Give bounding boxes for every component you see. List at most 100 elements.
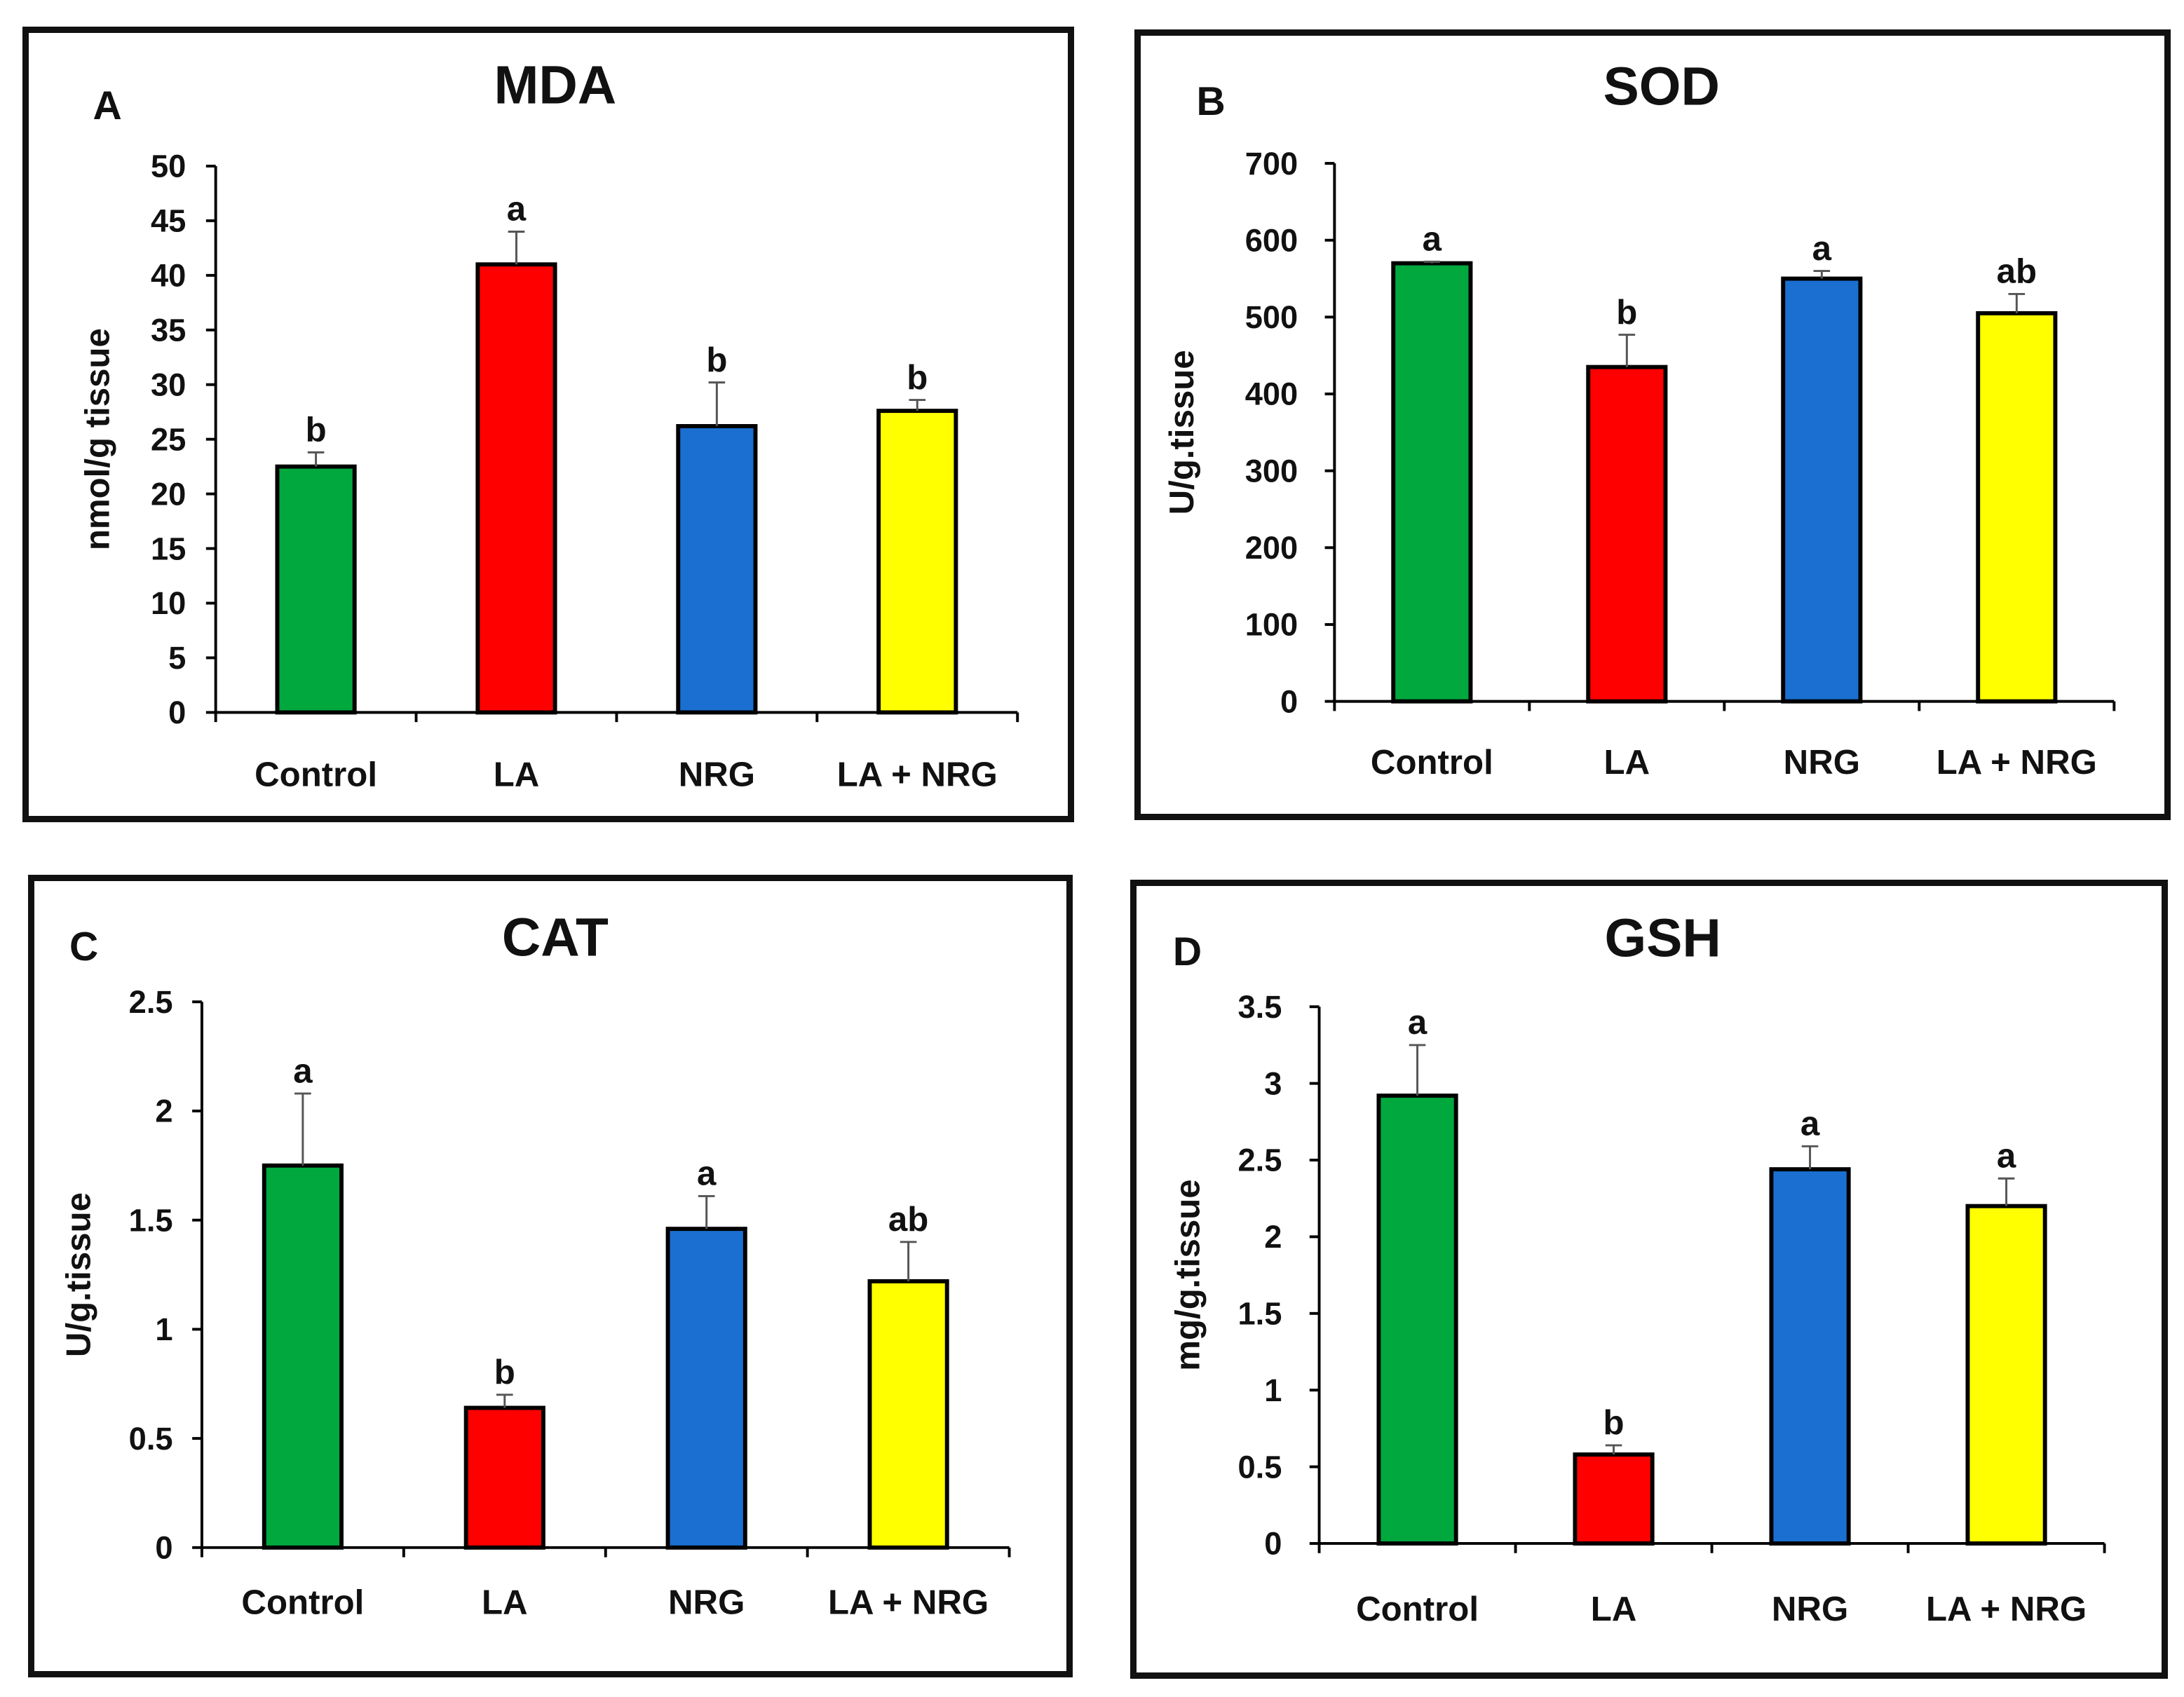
bar-la-nrg (1965, 1204, 2047, 1546)
cat-chart: C CAT U/g.tissue 0 0.5 1 1.5 2 2.5 a Control b LA a NR… (60, 908, 1011, 1621)
panel-cat: C CAT U/g.tissue 0 0.5 1 1.5 2 2.5 a Control b LA a NR… (28, 875, 1073, 1677)
y-tick-label: 1 (155, 1311, 172, 1347)
y-tick-label: 15 (151, 531, 186, 566)
significance-label: b (706, 341, 727, 379)
bar-nrg (676, 424, 758, 715)
bar-nrg (1769, 1167, 1851, 1546)
bar-la-nrg (876, 409, 958, 715)
bar-la (475, 262, 557, 715)
gsh-chart: D GSH mg/g.tissue 0 0.5 1 1.5 2 2.5 3 3.5 a Control b… (1169, 908, 2106, 1628)
y-tick-label: 2.5 (1237, 1143, 1282, 1178)
significance-label: a (293, 1051, 313, 1090)
y-tick-label: 500 (1245, 299, 1298, 335)
y-tick-label: 25 (151, 421, 186, 457)
y-axis-label: nmol/g tissue (78, 328, 116, 550)
significance-label: a (1408, 1003, 1427, 1042)
y-tick-label: 1.5 (1237, 1296, 1282, 1332)
panel-mda: A MDA nmol/g tissue 0 5 10 15 20 25 30 35 40 45 50 b Co… (22, 27, 1074, 822)
x-tick-label: LA (482, 1583, 528, 1621)
bar-control (262, 1163, 344, 1550)
x-tick-label: LA (1591, 1590, 1637, 1628)
x-tick-label: NRG (679, 756, 755, 794)
x-tick-label: Control (1371, 743, 1493, 782)
y-tick-label: 3.5 (1237, 989, 1282, 1025)
x-tick-label: LA + NRG (828, 1583, 989, 1621)
y-tick-label: 0.5 (129, 1421, 173, 1457)
bar-nrg (1781, 276, 1863, 704)
panel-gsh: D GSH mg/g.tissue 0 0.5 1 1.5 2 2.5 3 3.5 a Control b… (1130, 880, 2168, 1679)
y-tick-label: 700 (1245, 146, 1298, 182)
significance-label: a (1423, 220, 1442, 259)
y-tick-label: 30 (151, 367, 186, 402)
y-tick-label: 0 (1264, 1526, 1282, 1562)
bar-la (463, 1405, 545, 1550)
y-tick-label: 5 (168, 640, 186, 676)
chart-title: CAT (502, 908, 609, 967)
panel-letter: A (93, 83, 121, 128)
significance-label: a (1800, 1105, 1820, 1143)
x-tick-label: LA (494, 756, 540, 794)
y-tick-label: 45 (151, 203, 186, 239)
panel-letter: B (1197, 79, 1226, 124)
x-tick-label: NRG (1784, 743, 1860, 782)
chart-title: SOD (1603, 57, 1720, 116)
y-tick-label: 0.5 (1237, 1449, 1282, 1485)
sod-chart: B SOD U/g.tissue 0 100 200 300 400 500 600 700 a Con… (1162, 57, 2116, 782)
y-axis-label: mg/g.tissue (1169, 1179, 1207, 1370)
bar-la-nrg (1976, 311, 2058, 704)
y-tick-label: 100 (1245, 607, 1298, 643)
x-tick-label: NRG (668, 1583, 745, 1621)
bar-control (1391, 261, 1473, 704)
significance-label: b (494, 1353, 515, 1391)
bar-control (275, 464, 357, 715)
x-tick-label: LA (1604, 743, 1650, 782)
mda-chart: A MDA nmol/g tissue 0 5 10 15 20 25 30 35 40 45 50 b Co… (78, 55, 1019, 794)
y-tick-label: 3 (1264, 1065, 1282, 1101)
y-tick-label: 2.5 (129, 984, 173, 1020)
y-axis-label: U/g.tissue (1162, 350, 1201, 514)
significance-label: ab (888, 1200, 928, 1239)
significance-label: a (1997, 1137, 2016, 1175)
y-tick-label: 0 (168, 695, 186, 730)
x-tick-label: Control (255, 756, 377, 794)
y-tick-label: 50 (151, 149, 186, 184)
significance-label: ab (1997, 252, 2037, 291)
y-tick-label: 200 (1245, 530, 1298, 566)
significance-label: a (1812, 229, 1832, 268)
significance-label: b (1616, 293, 1637, 332)
panel-letter: D (1173, 929, 1202, 974)
significance-label: a (507, 190, 527, 229)
bar-la (1586, 364, 1668, 704)
y-tick-label: 1 (1264, 1372, 1282, 1408)
x-tick-label: Control (1356, 1590, 1479, 1628)
y-tick-label: 10 (151, 585, 186, 621)
bar-la-nrg (867, 1279, 949, 1550)
significance-label: b (907, 358, 928, 397)
significance-label: a (697, 1154, 717, 1193)
panel-letter: C (69, 925, 98, 969)
y-tick-label: 300 (1245, 453, 1298, 489)
y-axis-label: U/g.tissue (60, 1192, 98, 1357)
y-tick-label: 1.5 (129, 1202, 173, 1238)
y-tick-label: 0 (155, 1530, 172, 1566)
bar-control (1376, 1093, 1458, 1546)
panel-sod: B SOD U/g.tissue 0 100 200 300 400 500 600 700 a Con… (1134, 29, 2171, 820)
chart-title: GSH (1605, 908, 1721, 968)
x-tick-label: Control (241, 1583, 364, 1621)
y-tick-label: 20 (151, 476, 186, 512)
chart-title: MDA (494, 55, 616, 115)
x-tick-label: LA + NRG (1926, 1590, 2087, 1628)
y-tick-label: 600 (1245, 222, 1298, 258)
y-tick-label: 40 (151, 258, 186, 294)
x-tick-label: LA + NRG (837, 756, 998, 794)
y-tick-label: 2 (1264, 1219, 1282, 1255)
y-tick-label: 0 (1280, 683, 1298, 719)
y-tick-label: 400 (1245, 376, 1298, 412)
significance-label: b (1603, 1403, 1625, 1442)
y-tick-label: 35 (151, 313, 186, 348)
y-tick-label: 2 (155, 1093, 172, 1129)
bar-nrg (665, 1227, 747, 1550)
bar-la (1573, 1452, 1655, 1546)
x-tick-label: LA + NRG (1937, 743, 2097, 782)
significance-label: b (306, 411, 327, 449)
